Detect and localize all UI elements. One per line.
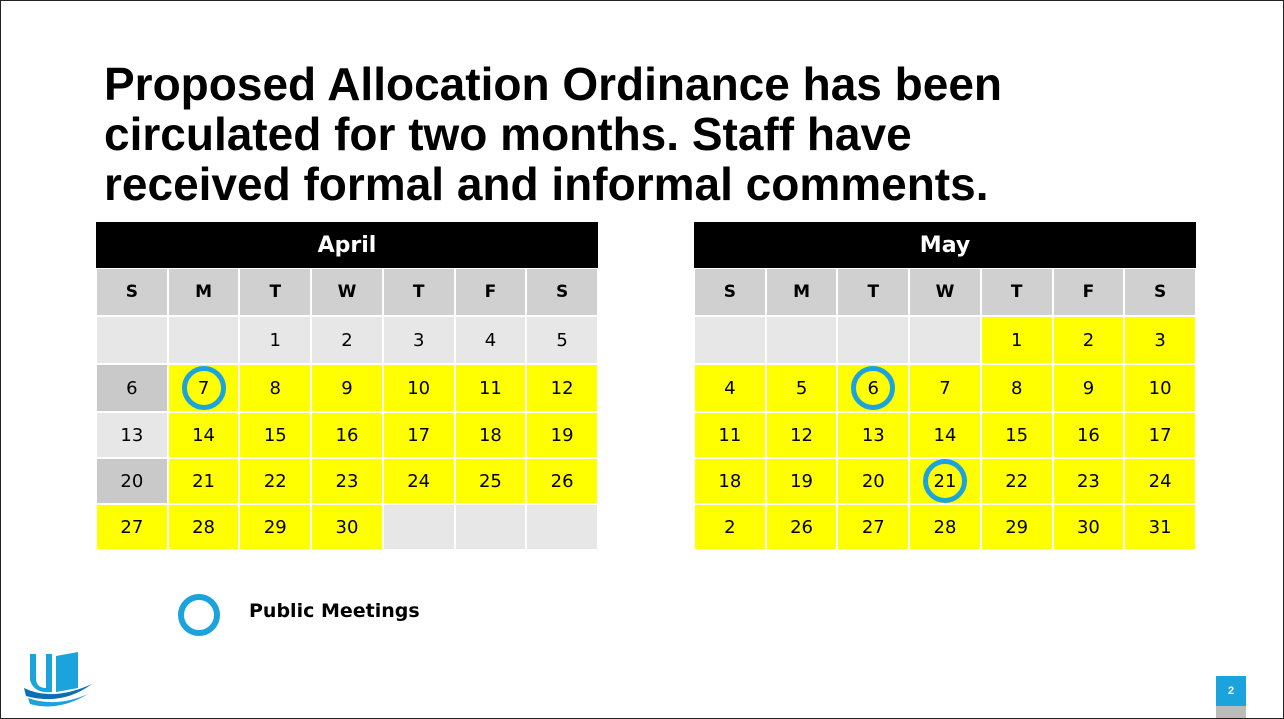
weekday: T [837,268,910,316]
day-cell: 14 [167,412,240,458]
meeting-circle [181,366,226,410]
weekday: M [167,268,240,316]
day-cell [909,316,981,364]
day-cell: 2 [694,504,766,550]
day-cell: 11 [454,364,527,412]
day-cell: 28 [167,504,240,550]
day-cell: 29 [980,504,1053,550]
day-cell [167,316,240,364]
title-line: circulated for two months. Staff have [104,108,912,160]
day-cell: 24 [1124,458,1196,504]
day-cell: 16 [1052,412,1125,458]
legend-marker [178,594,220,636]
day-cell: 5 [526,316,598,364]
day-cell: 10 [1124,364,1196,412]
day-cell: 28 [909,504,981,550]
day-cell: 20 [96,458,168,504]
weekday: S [96,268,168,316]
weekday: S [1124,268,1196,316]
day-cell: 16 [311,412,383,458]
day-cell: 12 [765,412,838,458]
day-cell: 27 [837,504,910,550]
day-cell: 2 [311,316,383,364]
day-cell: 26 [765,504,838,550]
day-cell: 2 [1052,316,1125,364]
day-cell: 10 [382,364,455,412]
day-cell: 19 [526,412,598,458]
title-line: received formal and informal comments. [104,158,989,210]
weekday: T [382,268,455,316]
title-line: Proposed Allocation Ordinance has been [104,58,1003,110]
day-cell: 8 [980,364,1053,412]
weekday: T [239,268,312,316]
day-cell: 4 [694,364,766,412]
day-cell: 25 [454,458,527,504]
weekday: M [765,268,838,316]
day-cell: 13 [96,412,168,458]
day-cell [526,504,598,550]
month-header: May [694,222,1196,268]
day-cell: 1 [239,316,312,364]
day-cell: 23 [311,458,383,504]
day-cell: 20 [837,458,910,504]
day-cell: 9 [1052,364,1125,412]
day-cell: 11 [694,412,766,458]
day-cell: 12 [526,364,598,412]
weekday: S [526,268,598,316]
day-cell: 19 [765,458,838,504]
page-number-tab [1216,706,1246,718]
day-cell: 22 [980,458,1053,504]
day-cell: 8 [239,364,312,412]
weekday: T [980,268,1053,316]
weekday: F [1052,268,1125,316]
meeting-circle [922,459,967,503]
day-cell: 27 [96,504,168,550]
month-header: April [96,222,598,268]
logo [24,652,92,707]
legend-label: Public Meetings [249,600,420,622]
day-cell: 15 [239,412,312,458]
weekday: S [694,268,766,316]
day-cell: 29 [239,504,312,550]
day-cell: 23 [1052,458,1125,504]
day-cell: 7 [167,364,240,412]
day-cell: 7 [909,364,981,412]
weekday: W [909,268,981,316]
day-cell [765,316,838,364]
day-cell: 3 [1124,316,1196,364]
day-cell: 31 [1124,504,1196,550]
meeting-circle [851,366,896,410]
day-cell: 3 [382,316,455,364]
day-cell [454,504,527,550]
day-cell: 4 [454,316,527,364]
day-cell [694,316,766,364]
day-cell: 18 [694,458,766,504]
weekday: W [311,268,383,316]
day-cell: 6 [837,364,910,412]
day-cell: 22 [239,458,312,504]
day-cell [837,316,910,364]
day-cell: 30 [1052,504,1125,550]
day-cell: 17 [382,412,455,458]
day-cell: 13 [837,412,910,458]
day-cell: 26 [526,458,598,504]
day-cell [382,504,455,550]
day-cell [96,316,168,364]
day-cell: 30 [311,504,383,550]
day-cell: 21 [167,458,240,504]
day-cell: 18 [454,412,527,458]
day-cell: 9 [311,364,383,412]
weekday: F [454,268,527,316]
day-cell: 24 [382,458,455,504]
day-cell: 21 [909,458,981,504]
day-cell: 6 [96,364,168,412]
day-cell: 14 [909,412,981,458]
page-number: 2 [1216,676,1246,706]
day-cell: 17 [1124,412,1196,458]
day-cell: 1 [980,316,1053,364]
day-cell: 15 [980,412,1053,458]
day-cell: 5 [765,364,838,412]
